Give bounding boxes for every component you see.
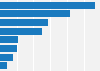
Bar [0,19,48,26]
Bar [0,28,42,35]
Bar [0,45,17,52]
Bar [0,62,7,69]
Bar [0,36,18,43]
Bar [0,54,13,61]
Bar [0,10,70,17]
Bar [0,2,95,9]
